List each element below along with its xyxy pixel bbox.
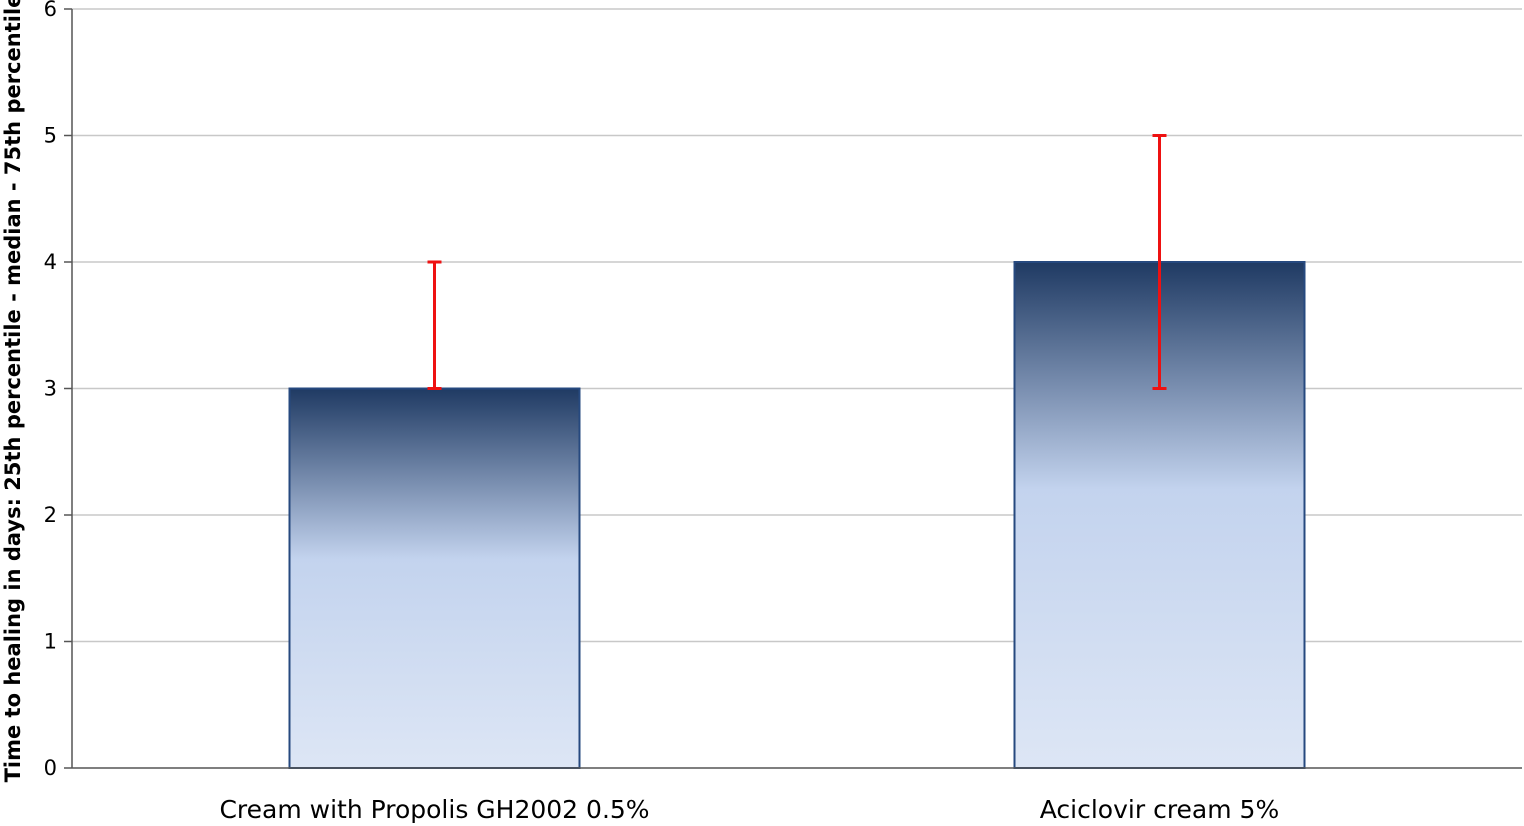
x-category-labels: Cream with Propolis GH2002 0.5% Aciclovir… bbox=[219, 795, 1279, 824]
y-tick-label: 6 bbox=[44, 0, 57, 21]
x-category-label: Aciclovir cream 5% bbox=[1040, 795, 1279, 824]
y-tick-labels: 0 1 2 3 4 5 6 bbox=[44, 0, 57, 780]
y-tick-label: 3 bbox=[44, 377, 57, 401]
error-bars bbox=[427, 134, 1167, 390]
y-tick-label: 4 bbox=[44, 250, 57, 274]
y-tick-label: 5 bbox=[44, 124, 57, 148]
bar bbox=[288, 387, 581, 769]
y-tick-label: 1 bbox=[44, 630, 57, 654]
bars bbox=[288, 261, 1306, 769]
y-tick-label: 2 bbox=[44, 503, 57, 527]
x-category-label: Cream with Propolis GH2002 0.5% bbox=[219, 795, 649, 824]
y-axis-title: Time to healing in days: 25th percentile… bbox=[1, 0, 25, 782]
y-tick-label: 0 bbox=[44, 756, 57, 780]
axes bbox=[64, 8, 1522, 769]
